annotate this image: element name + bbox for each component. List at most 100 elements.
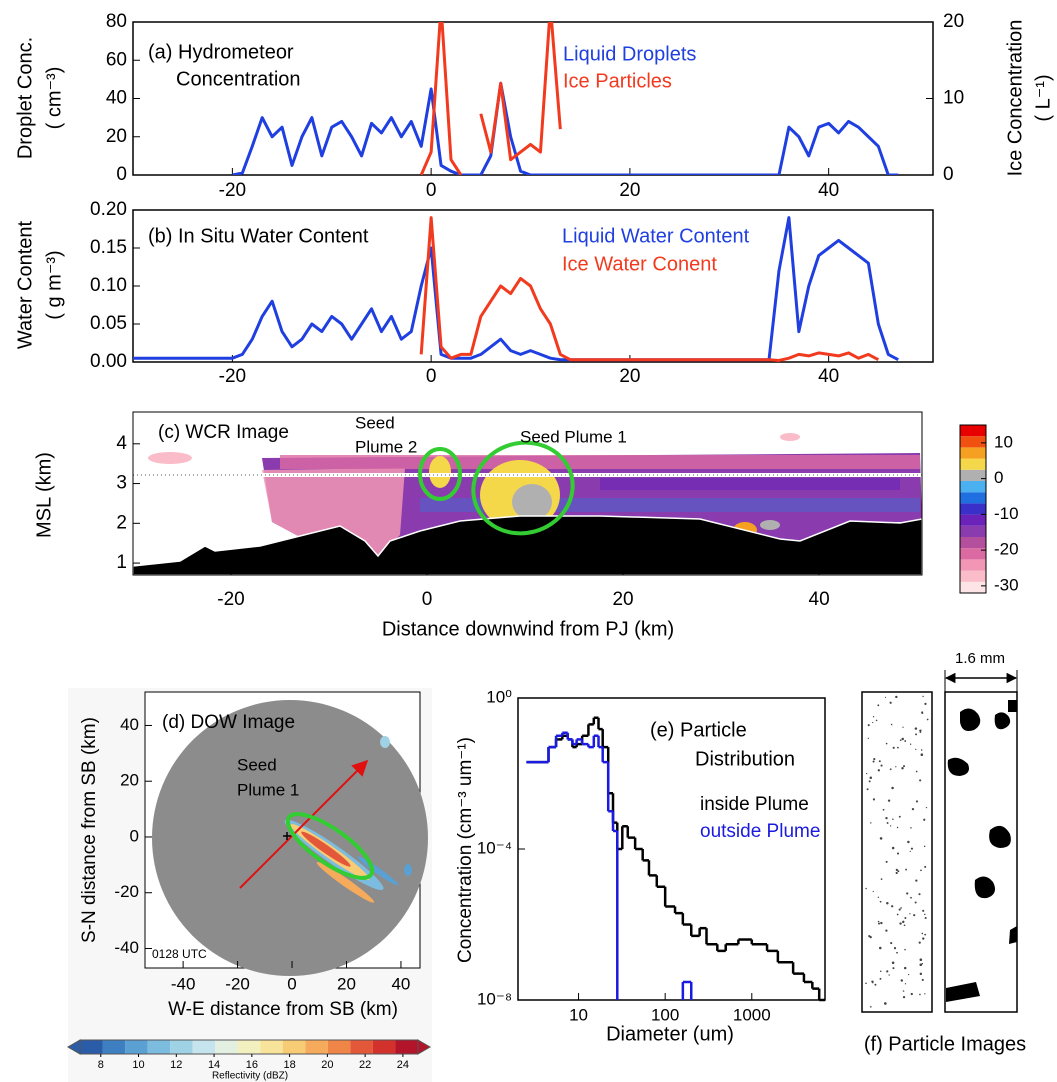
y-tick-label: 10⁰ [486,687,512,706]
particle-dot [886,902,889,905]
particle-dot [868,780,871,783]
annotation: Diameter (um) [606,1023,734,1045]
annotation: Concentration [176,68,301,90]
particle-dot [891,905,894,908]
particle-dot [878,922,881,925]
particle-dot [872,890,874,893]
particle-dot [903,765,906,768]
particle-dot [919,731,922,733]
particle-dot [877,896,880,899]
particle-dot [866,788,869,791]
wcr-image [132,433,923,576]
particle-dot [884,1002,887,1005]
particle-dot [902,920,905,924]
particle-dot [896,913,899,916]
particle-dot [924,916,927,920]
particle-dot [919,958,923,961]
particle-dot [891,961,895,965]
y2-tick-label: 0 [943,164,954,185]
particle-dot [910,896,912,899]
colorbar-tick-label: 16 [246,1059,258,1071]
particle-dot [896,826,899,829]
colorbar-swatch [960,458,986,470]
particle-dot [915,733,918,736]
particle-dot [903,924,906,927]
annotation: (e) Particle [650,719,747,741]
particle-dot [865,772,868,775]
particle-dot [874,983,877,986]
colorbar-tick-label: -20 [994,540,1019,559]
particle-dot [910,827,912,829]
annotation: Distance downwind from PJ (km) [382,618,674,640]
colorbar-frame [79,1039,419,1055]
particle-dot [867,737,869,740]
particle-dot [911,807,915,811]
particle-dot [895,871,898,875]
x-tick-label: 20 [619,366,640,387]
particle-dot [919,972,923,976]
annotation: ( L⁻¹) [1032,74,1054,121]
particle-dot [870,1006,872,1008]
colorbar-tick-label: 24 [397,1059,409,1071]
colorbar-swatch [305,1040,328,1054]
particle-dot [909,743,912,745]
particle-dot [867,724,870,727]
annotation: W-E distance from SB (km) [168,999,398,1020]
particle-dot [890,942,893,945]
particle-dot [924,993,926,995]
particle-dot [922,909,925,912]
particle-dot [925,806,928,809]
particle-dot [902,990,905,992]
y-tick-label: 20 [106,126,127,147]
y-tick-label: 40 [120,715,139,734]
particle-dot [885,929,888,932]
colorbar-swatch [192,1040,216,1054]
particle-dot [899,739,902,741]
particle-dot [879,970,882,972]
colorbar-swatch [372,1040,396,1054]
x-tick-label: -20 [219,366,246,387]
annotation: (c) WCR Image [158,422,289,443]
y-tick-label: 10⁻⁴ [477,838,512,857]
x-tick-label: 1000 [733,1005,771,1024]
particle-dot [898,908,901,911]
annotation: 1.6 mm [955,650,1005,667]
particle-dot [872,798,876,801]
y-tick-label: 60 [106,49,127,70]
particle-dot [872,716,875,718]
y-tick-label: 0.05 [90,313,127,334]
y-tick-label: 0 [130,826,139,845]
annotation: Seed [355,413,395,432]
particle-dot [889,701,892,704]
dow-image [152,700,428,976]
data-line [232,81,899,175]
particle-dot [908,973,910,976]
particle-dot [877,920,880,923]
legend-label: outside Plume [700,821,820,842]
particle-dot [885,742,888,745]
particle-dot [888,974,890,976]
data-line [419,22,463,175]
particle-dot [890,723,893,726]
colorbar-swatch [170,1040,193,1054]
particle-dot [921,978,924,982]
annotation: (d) DOW Image [162,712,295,733]
particle-dot [918,941,921,944]
y-tick-label: 0 [116,164,127,185]
particle-dot [914,727,918,730]
particle-dot [902,996,906,999]
colorbar-swatch [960,525,986,537]
particle-dot [921,932,924,935]
particle-dot [921,711,924,714]
particle-dot [918,893,921,896]
x-tick-label: 0 [426,366,437,387]
particle-dot [869,776,873,779]
legend-label: Liquid Droplets [563,43,696,65]
colorbar-swatch [215,1040,238,1054]
particle-dot [898,815,901,818]
particle-dot [880,878,883,880]
particle-dot [924,865,927,868]
annotation: ( g m⁻³) [43,250,65,319]
colorbar-tick-label: 14 [208,1059,220,1071]
x-tick-label: 0 [422,589,433,610]
